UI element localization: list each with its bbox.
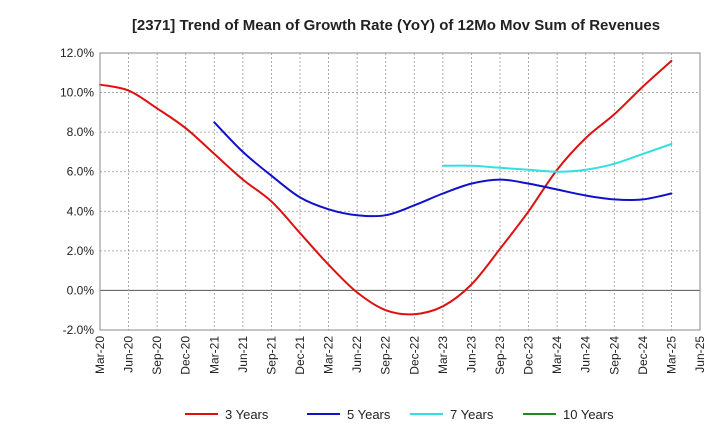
x-tick-label: Dec-24: [636, 336, 650, 375]
x-tick-label: Sep-22: [379, 336, 393, 375]
series-lines: [99, 59, 673, 316]
x-tick-label: Sep-23: [493, 336, 507, 375]
y-tick-label: 12.0%: [60, 46, 94, 60]
grid: [99, 52, 701, 331]
y-axis-ticks: -2.0% 0.0% 2.0% 4.0% 6.0% 8.0% 10.0% 12.0%: [60, 46, 94, 337]
x-tick-label: Mar-21: [207, 336, 221, 374]
x-tick-label: Jun-22: [350, 336, 364, 373]
y-tick-label: 6.0%: [67, 165, 95, 179]
y-tick-label: -2.0%: [63, 323, 95, 337]
series-line-7-years: [441, 143, 673, 173]
x-tick-label: Mar-24: [550, 336, 564, 374]
x-tick-label: Jun-20: [122, 336, 136, 373]
x-tick-label: Mar-20: [93, 336, 107, 374]
x-tick-label: Mar-23: [436, 336, 450, 374]
x-tick-label: Jun-24: [579, 336, 593, 373]
y-tick-label: 10.0%: [60, 86, 94, 100]
x-tick-label: Jun-21: [236, 336, 250, 373]
legend-label-5-years: 5 Years: [347, 407, 391, 422]
x-tick-label: Dec-22: [407, 336, 421, 375]
legend-label-3-years: 3 Years: [225, 407, 269, 422]
y-tick-label: 2.0%: [67, 244, 95, 258]
x-tick-label: Sep-21: [264, 336, 278, 375]
x-tick-label: Mar-22: [322, 336, 336, 374]
x-tick-label: Jun-25: [693, 336, 707, 373]
x-tick-label: Dec-23: [522, 336, 536, 375]
x-tick-label: Dec-20: [179, 336, 193, 375]
x-tick-label: Jun-23: [464, 336, 478, 373]
x-tick-label: Sep-24: [607, 336, 621, 375]
x-tick-label: Sep-20: [150, 336, 164, 375]
legend-label-7-years: 7 Years: [450, 407, 494, 422]
series-line-3-years: [99, 59, 673, 316]
series-line-5-years: [213, 121, 673, 218]
x-tick-label: Dec-21: [293, 336, 307, 375]
x-tick-label: Mar-25: [664, 336, 678, 374]
chart-title: [2371] Trend of Mean of Growth Rate (YoY…: [132, 17, 660, 34]
y-tick-label: 8.0%: [67, 125, 95, 139]
y-tick-label: 4.0%: [67, 204, 95, 218]
plot-frame: [99, 52, 701, 331]
x-axis-ticks: Mar-20 Jun-20 Sep-20 Dec-20 Mar-21 Jun-21 Sep-…: [93, 336, 707, 375]
legend-label-10-years: 10 Years: [563, 407, 614, 422]
y-tick-label: 0.0%: [67, 283, 95, 297]
legend: 3 Years 5 Years 7 Years 10 Years: [185, 407, 614, 422]
